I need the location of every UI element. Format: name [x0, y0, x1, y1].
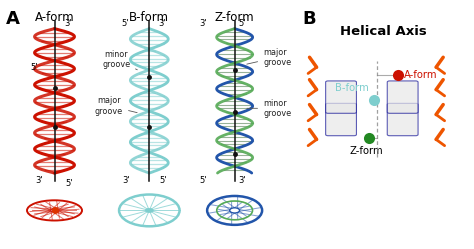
Text: 3': 3'	[35, 176, 43, 185]
Text: A-form: A-form	[404, 70, 438, 80]
Text: 3': 3'	[199, 19, 207, 28]
Text: 5': 5'	[160, 176, 167, 185]
Text: A: A	[6, 10, 19, 28]
Text: major
groove: major groove	[247, 48, 291, 67]
Text: 5': 5'	[122, 19, 129, 28]
FancyBboxPatch shape	[326, 103, 356, 136]
Text: 5': 5'	[199, 176, 207, 185]
Text: Z-form: Z-form	[350, 146, 383, 156]
Circle shape	[146, 208, 153, 212]
Text: minor
groove: minor groove	[247, 99, 291, 118]
Text: 3': 3'	[238, 176, 246, 185]
Text: B-form: B-form	[129, 11, 169, 24]
Text: Helical Axis: Helical Axis	[339, 25, 427, 38]
Text: 5': 5'	[30, 63, 38, 72]
Text: 3': 3'	[122, 176, 130, 185]
Text: 3': 3'	[64, 19, 72, 28]
Text: 5': 5'	[65, 179, 73, 187]
FancyBboxPatch shape	[387, 81, 418, 113]
FancyBboxPatch shape	[387, 103, 418, 136]
Circle shape	[230, 208, 239, 213]
Text: A-form: A-form	[35, 11, 74, 24]
Text: 5': 5'	[238, 19, 246, 28]
Text: Z-form: Z-form	[215, 11, 255, 24]
Text: minor
groove: minor groove	[102, 50, 137, 70]
Text: 3': 3'	[159, 19, 166, 28]
Text: major
groove: major groove	[95, 96, 137, 116]
Text: B: B	[302, 10, 316, 28]
FancyBboxPatch shape	[326, 81, 356, 113]
Text: B-form: B-form	[335, 83, 369, 93]
